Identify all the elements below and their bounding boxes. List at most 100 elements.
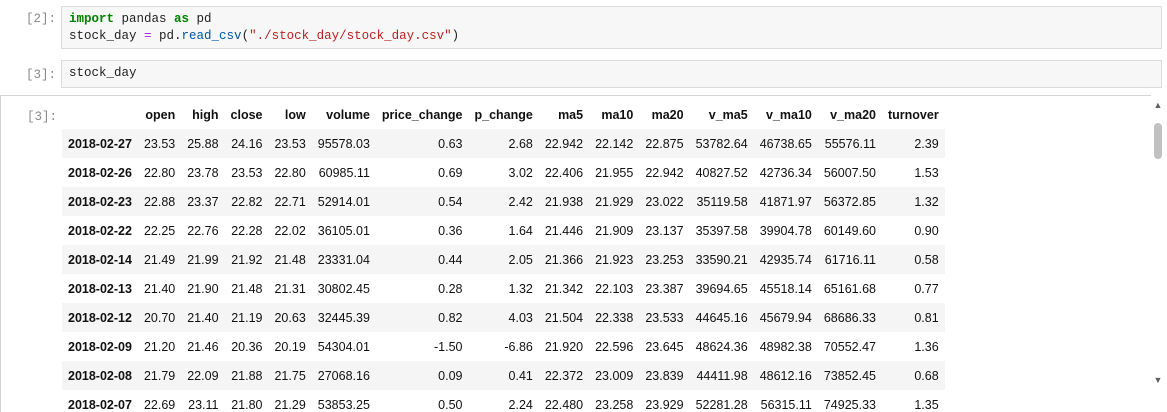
table-cell: 23.53 <box>143 136 176 151</box>
table-cell: 24.16 <box>231 136 263 151</box>
table-cell: 1.35 <box>914 397 939 412</box>
row-index: 2018-02-22 <box>68 223 132 238</box>
table-row: 2018-02-23 22.88 23.37 22.82 22.71 52914.01 0.… <box>62 187 945 216</box>
table-cell: 0.58 <box>914 252 939 267</box>
table-cell: 55576.11 <box>824 136 876 151</box>
table-cell: 21.40 <box>143 281 176 296</box>
table-cell: 23.53 <box>231 165 263 180</box>
table-cell: 23.37 <box>187 194 219 209</box>
table-cell: 22.71 <box>274 194 306 209</box>
table-cell: 0.41 <box>508 368 533 383</box>
table-cell: 22.338 <box>595 310 634 325</box>
table-cell: 23.533 <box>645 310 684 325</box>
output-area[interactable]: [3]: open high close low volume price_change p… <box>0 95 1165 412</box>
table-cell: 21.88 <box>231 368 263 383</box>
column-header-turnover: turnover <box>887 108 939 122</box>
table-cell: 22.142 <box>595 136 634 151</box>
table-cell: 39694.65 <box>695 281 748 296</box>
table-cell: 4.03 <box>508 310 533 325</box>
column-header-p-change: p_change <box>474 108 533 122</box>
table-cell: 22.09 <box>187 368 219 383</box>
scroll-up-arrow-icon[interactable]: ▲ <box>1153 100 1163 110</box>
table-cell: 0.90 <box>914 223 939 238</box>
table-cell: 1.64 <box>508 223 533 238</box>
row-index: 2018-02-27 <box>68 136 132 151</box>
table-cell: 1.53 <box>914 165 939 180</box>
table-row: 2018-02-07 22.69 23.11 21.80 21.29 53853.25 0.… <box>62 390 945 412</box>
row-index: 2018-02-23 <box>68 194 132 209</box>
table-cell: 23.258 <box>595 397 634 412</box>
table-cell: 48982.38 <box>759 339 812 354</box>
table-cell: 0.36 <box>438 223 463 238</box>
table-cell: 22.596 <box>595 339 634 354</box>
cell-3-code-input[interactable]: stock_day <box>61 60 1162 88</box>
table-cell: 21.504 <box>544 310 584 325</box>
table-cell: 32445.39 <box>317 310 370 325</box>
index-header <box>62 101 138 129</box>
table-cell: 21.99 <box>187 252 219 267</box>
table-cell: 45679.94 <box>759 310 812 325</box>
table-cell: 21.46 <box>187 339 219 354</box>
vertical-scrollbar[interactable]: ▲ ▼ <box>1151 95 1165 412</box>
column-header-v-ma5: v_ma5 <box>708 108 748 122</box>
table-cell: 0.44 <box>438 252 463 267</box>
row-index: 2018-02-08 <box>68 368 132 383</box>
table-cell: 21.955 <box>595 165 634 180</box>
assign-operator: = <box>144 29 152 43</box>
table-cell: 61716.11 <box>824 252 876 267</box>
table-cell: 40827.52 <box>695 165 748 180</box>
table-cell: 21.48 <box>231 281 263 296</box>
table-cell: 21.923 <box>595 252 634 267</box>
table-cell: 23.53 <box>274 136 306 151</box>
call-function: read_csv <box>181 29 242 43</box>
column-header-v-ma10: v_ma10 <box>765 108 812 122</box>
table-cell: 23.137 <box>645 223 684 238</box>
table-cell: 53782.64 <box>695 136 748 151</box>
call-open-paren: ( <box>241 29 250 43</box>
row-index: 2018-02-12 <box>68 310 132 325</box>
table-row: 2018-02-12 20.70 21.40 21.19 20.63 32445.39 0.… <box>62 303 945 332</box>
table-cell: 3.02 <box>508 165 533 180</box>
table-cell: 68686.33 <box>823 310 876 325</box>
table-cell: 56372.85 <box>823 194 876 209</box>
table-cell: 65161.68 <box>823 281 876 296</box>
table-cell: 20.63 <box>274 310 306 325</box>
scroll-thumb[interactable] <box>1154 123 1162 159</box>
column-header-close: close <box>230 108 263 122</box>
call-close-paren: ) <box>451 29 460 43</box>
table-cell: 36105.01 <box>317 223 370 238</box>
row-index: 2018-02-09 <box>68 339 132 354</box>
call-string-arg: "./stock_day/stock_day.csv" <box>249 29 452 43</box>
column-header-volume: volume <box>326 108 370 122</box>
table-cell: 23.387 <box>645 281 684 296</box>
cell-2-code-input[interactable]: import pandas as pd stock_day = pd.read_… <box>61 6 1162 49</box>
dataframe-table: open high close low volume price_change p_chan… <box>62 101 945 412</box>
table-cell: 60149.60 <box>823 223 876 238</box>
table-cell: 1.32 <box>508 281 533 296</box>
table-cell: 60985.11 <box>318 165 370 180</box>
table-cell: 0.68 <box>914 368 939 383</box>
table-cell: 0.81 <box>914 310 939 325</box>
table-cell: 23.78 <box>187 165 219 180</box>
column-header-low: low <box>284 108 306 122</box>
table-cell: 44411.98 <box>696 368 748 383</box>
module-name: pandas <box>114 12 175 26</box>
column-header-ma5: ma5 <box>558 108 584 122</box>
table-cell: 22.28 <box>231 223 263 238</box>
scroll-down-arrow-icon[interactable]: ▼ <box>1153 375 1163 385</box>
table-cell: 1.36 <box>914 339 939 354</box>
table-cell: 0.09 <box>438 368 463 383</box>
table-cell: 0.50 <box>438 397 463 412</box>
table-cell: 0.63 <box>438 136 463 151</box>
table-cell: 22.80 <box>274 165 306 180</box>
table-cell: 23.839 <box>645 368 684 383</box>
table-cell: 21.920 <box>544 339 584 354</box>
table-cell: 45518.14 <box>759 281 812 296</box>
table-cell: 56007.50 <box>823 165 876 180</box>
output-prompt: [3]: <box>26 110 57 124</box>
table-cell: 52281.28 <box>695 397 748 412</box>
table-cell: 52914.01 <box>317 194 370 209</box>
table-cell: 70552.47 <box>823 339 876 354</box>
call-object: pd. <box>151 29 182 43</box>
table-cell: 95578.03 <box>317 136 370 151</box>
